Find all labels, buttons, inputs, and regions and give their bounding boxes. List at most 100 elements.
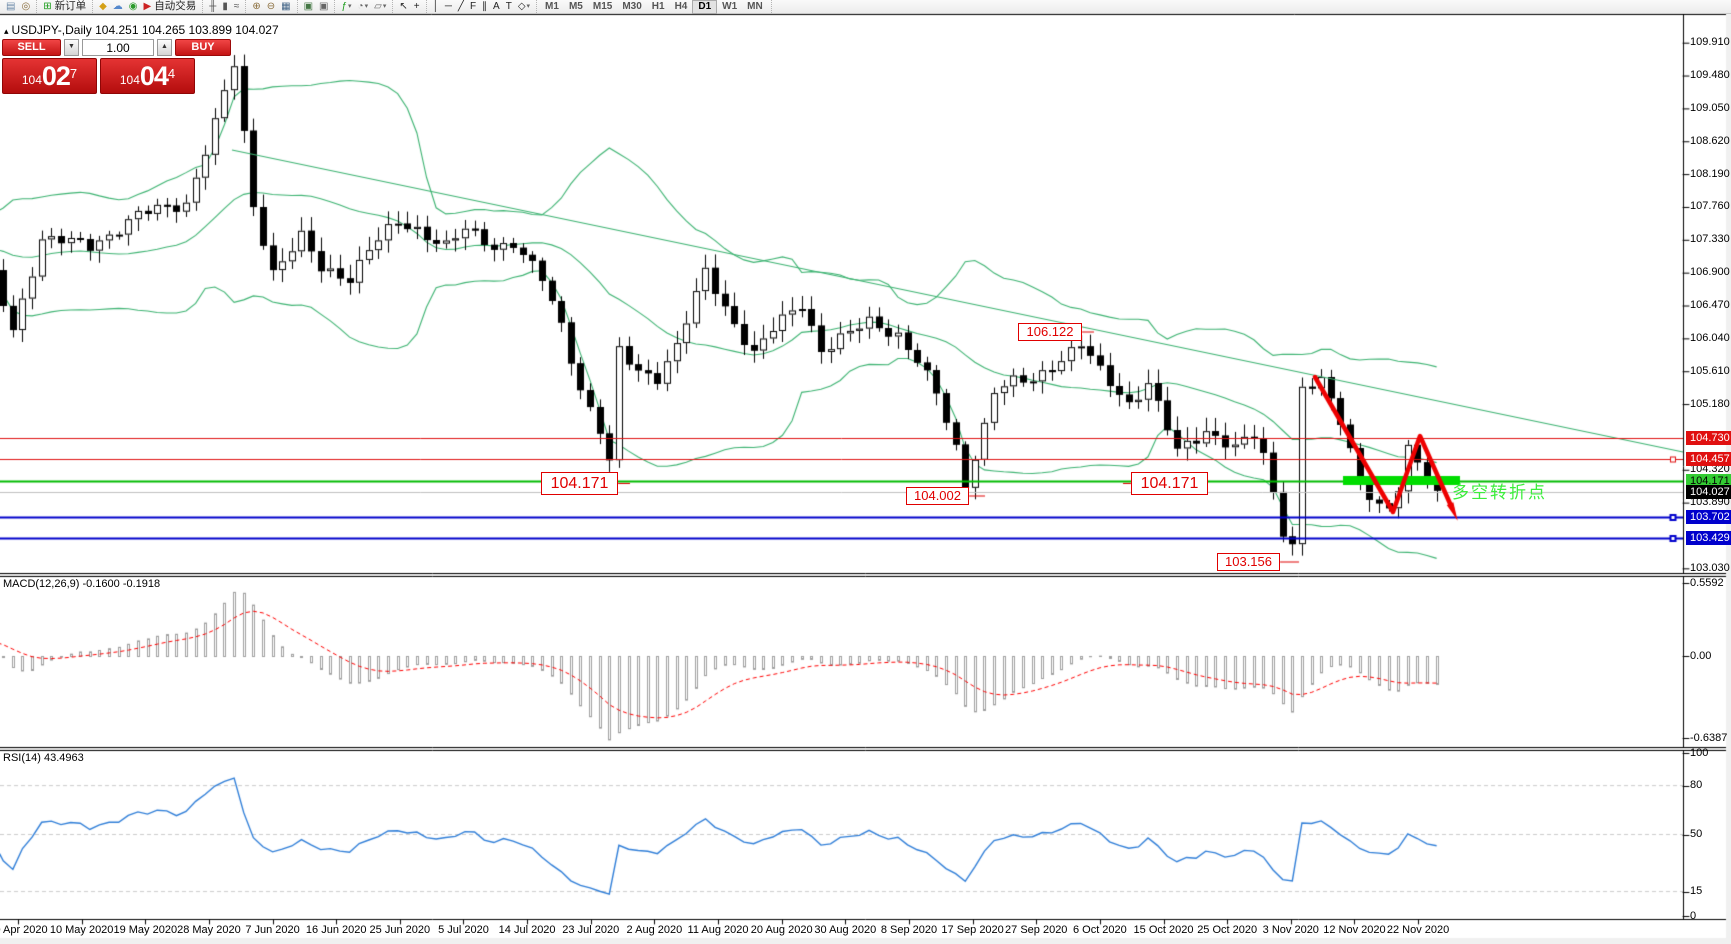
rsi-axis-tick: 100 (1690, 746, 1709, 759)
price-axis-badge: 104.457 (1686, 452, 1731, 467)
macd-axis-tick: 0.00 (1690, 649, 1712, 662)
timeframe-m1-button[interactable]: M1 (545, 0, 559, 12)
time-axis-label: 17 Sep 2020 (941, 924, 1004, 936)
symbol-title: ▴ USDJPY-,Daily 104.251 104.265 103.899 1… (4, 23, 279, 37)
time-axis-label: 28 May 2020 (177, 924, 241, 936)
volume-down-button[interactable]: ▼ (64, 39, 79, 56)
timeframe-h4-button[interactable]: H4 (674, 0, 688, 12)
time-axis-label: 10 May 2020 (49, 924, 114, 936)
ask-price-display[interactable]: 104 04 4 (100, 58, 195, 94)
annotation-note-text[interactable]: 多空转折点 (1452, 483, 1547, 502)
trendline-icon[interactable]: ╱ (457, 1, 464, 12)
time-axis-label: 25 Oct 2020 (1197, 924, 1258, 936)
chart-shift-icon[interactable]: ▣ (319, 1, 329, 12)
price-axis-tick: 103.030 (1690, 561, 1730, 574)
price-label[interactable]: 103.156 (1217, 553, 1280, 571)
macd-axis-tick: -0.6387 (1690, 731, 1728, 744)
cursor-icon[interactable]: ↖ (399, 1, 408, 12)
volume-input[interactable] (82, 39, 154, 56)
vertical-line-icon[interactable]: │ (432, 1, 439, 12)
shapes-icon[interactable]: ◇ ▾ (517, 1, 531, 12)
price-label[interactable]: 104.002 (906, 487, 969, 505)
price-axis-badge: 104.730 (1686, 431, 1731, 446)
timeframe-m15-button[interactable]: M15 (592, 0, 613, 12)
timeframe-d1-button[interactable]: D1 (692, 0, 718, 14)
toolbar-group: ▤ ◎ (0, 0, 38, 13)
autotrading-icon[interactable]: ▶ 自动交易 (143, 0, 197, 12)
signals-icon[interactable]: ◉ (128, 1, 138, 12)
indicators-icon[interactable]: ƒ ▾ (341, 1, 352, 12)
time-axis-label: 16 Jun 2020 (305, 924, 367, 936)
timeframe-mn-button[interactable]: MN (747, 0, 763, 12)
macd-indicator-label: MACD(12,26,9) -0.1600 -0.1918 (3, 578, 161, 590)
time-axis-label: 2 Aug 2020 (626, 924, 683, 936)
buy-button[interactable]: BUY (175, 39, 231, 56)
new-order-icon[interactable]: ⊞ 新订单 (43, 0, 87, 12)
toolbar: ▤ ◎ ⊞ 新订单 ◆ ☁ ◉ ▶ 自动交易 ╫ ▮ ≈ ⊕ ⊖ ▦ ▣ ▣ ƒ ▾ ◔ ▾ ▱ ▾ ↖ + │ ─ ╱ F ∥ A T ◇ ▾ M… (0, 0, 1731, 14)
price-axis-tick: 106.900 (1690, 266, 1730, 279)
time-axis-label: 3 Nov 2020 (1262, 924, 1319, 936)
crosshair-icon[interactable]: + (413, 1, 420, 12)
time-axis-label: 20 Aug 2020 (750, 924, 813, 936)
price-axis-tick: 107.330 (1690, 233, 1730, 246)
timeframe-m5-button[interactable]: M5 (568, 0, 583, 12)
bid-big-figure: 104 (21, 73, 42, 87)
macd-axis-tick: 0.5592 (1690, 576, 1724, 589)
toolbar-group: ƒ ▾ ◔ ▾ ▱ ▾ (335, 0, 394, 13)
templates-icon[interactable]: ▱ ▾ (374, 1, 387, 12)
price-label[interactable]: 104.171 (1131, 472, 1208, 495)
time-axis-label: 22 Nov 2020 (1386, 924, 1450, 936)
channel-icon[interactable]: ∥ (482, 1, 488, 12)
chart-candles-icon[interactable]: ▮ (222, 1, 228, 12)
toolbar-group: │ ─ ╱ F ∥ A T ◇ ▾ (427, 0, 538, 13)
timeframe-m30-button[interactable]: M30 (622, 0, 642, 12)
toolbar-group: ◆ ☁ ◉ ▶ 自动交易 (93, 0, 204, 13)
rsi-axis-tick: 0 (1690, 909, 1697, 922)
bid-pipette: 7 (69, 66, 78, 81)
price-axis-tick: 108.190 (1690, 167, 1730, 180)
auto-scroll-icon[interactable]: ▣ (303, 1, 314, 12)
community-icon[interactable]: ☁ (112, 1, 123, 12)
price-label[interactable]: 104.171 (541, 472, 618, 495)
time-axis-label: 8 Sep 2020 (880, 924, 938, 936)
zoom-in-icon[interactable]: ⊕ (252, 1, 261, 12)
chart-line-icon[interactable]: ≈ (233, 1, 240, 12)
text-icon[interactable]: A (493, 1, 500, 12)
time-axis-label: 6 Oct 2020 (1072, 924, 1127, 936)
price-axis-tick: 108.620 (1690, 134, 1730, 147)
toolbar-group: ⊞ 新订单 (37, 0, 94, 13)
ask-big-figure: 104 (119, 73, 140, 87)
time-axis-label: 23 Jul 2020 (562, 924, 620, 936)
zoom-out-icon[interactable]: ⊖ (266, 1, 276, 12)
price-axis-badge: 103.429 (1686, 530, 1731, 545)
volume-up-button[interactable]: ▲ (157, 39, 172, 56)
price-label[interactable]: 106.122 (1018, 323, 1082, 341)
time-axis-label: 12 Nov 2020 (1323, 924, 1386, 936)
fibonacci-icon[interactable]: F (469, 1, 477, 12)
toolbar-group: ↖ + (393, 0, 427, 13)
price-axis-tick: 106.040 (1690, 331, 1730, 344)
toolbar-group: ╫ ▮ ≈ (203, 0, 247, 13)
price-axis-badge: 103.702 (1686, 509, 1731, 524)
timeframe-h1-button[interactable]: H1 (651, 0, 665, 12)
tile-windows-icon[interactable]: ▦ (281, 1, 291, 12)
price-axis-tick: 106.470 (1690, 299, 1730, 312)
market-watch-icon[interactable]: ◎ (21, 1, 31, 12)
time-axis-label: 14 Jul 2020 (498, 924, 556, 936)
rsi-indicator-label: RSI(14) 43.4963 (3, 752, 84, 764)
price-axis-tick: 109.050 (1690, 101, 1730, 114)
sell-button[interactable]: SELL (2, 39, 61, 56)
price-axis-badge: 104.027 (1686, 485, 1731, 500)
timeframe-w1-button[interactable]: W1 (722, 0, 738, 12)
period-icon[interactable]: ◔ ▾ (357, 1, 369, 12)
price-axis-badge: 104.171 (1686, 474, 1731, 489)
horizontal-line-icon[interactable]: ─ (444, 1, 452, 12)
ask-pips: 04 (139, 61, 169, 91)
bid-price-display[interactable]: 104 02 7 (2, 58, 97, 94)
history-center-icon[interactable]: ◆ (99, 1, 107, 12)
chart-bars-icon[interactable]: ╫ (209, 1, 217, 12)
text-label-icon[interactable]: T (505, 1, 512, 12)
window-icon[interactable]: ▤ (6, 1, 16, 12)
